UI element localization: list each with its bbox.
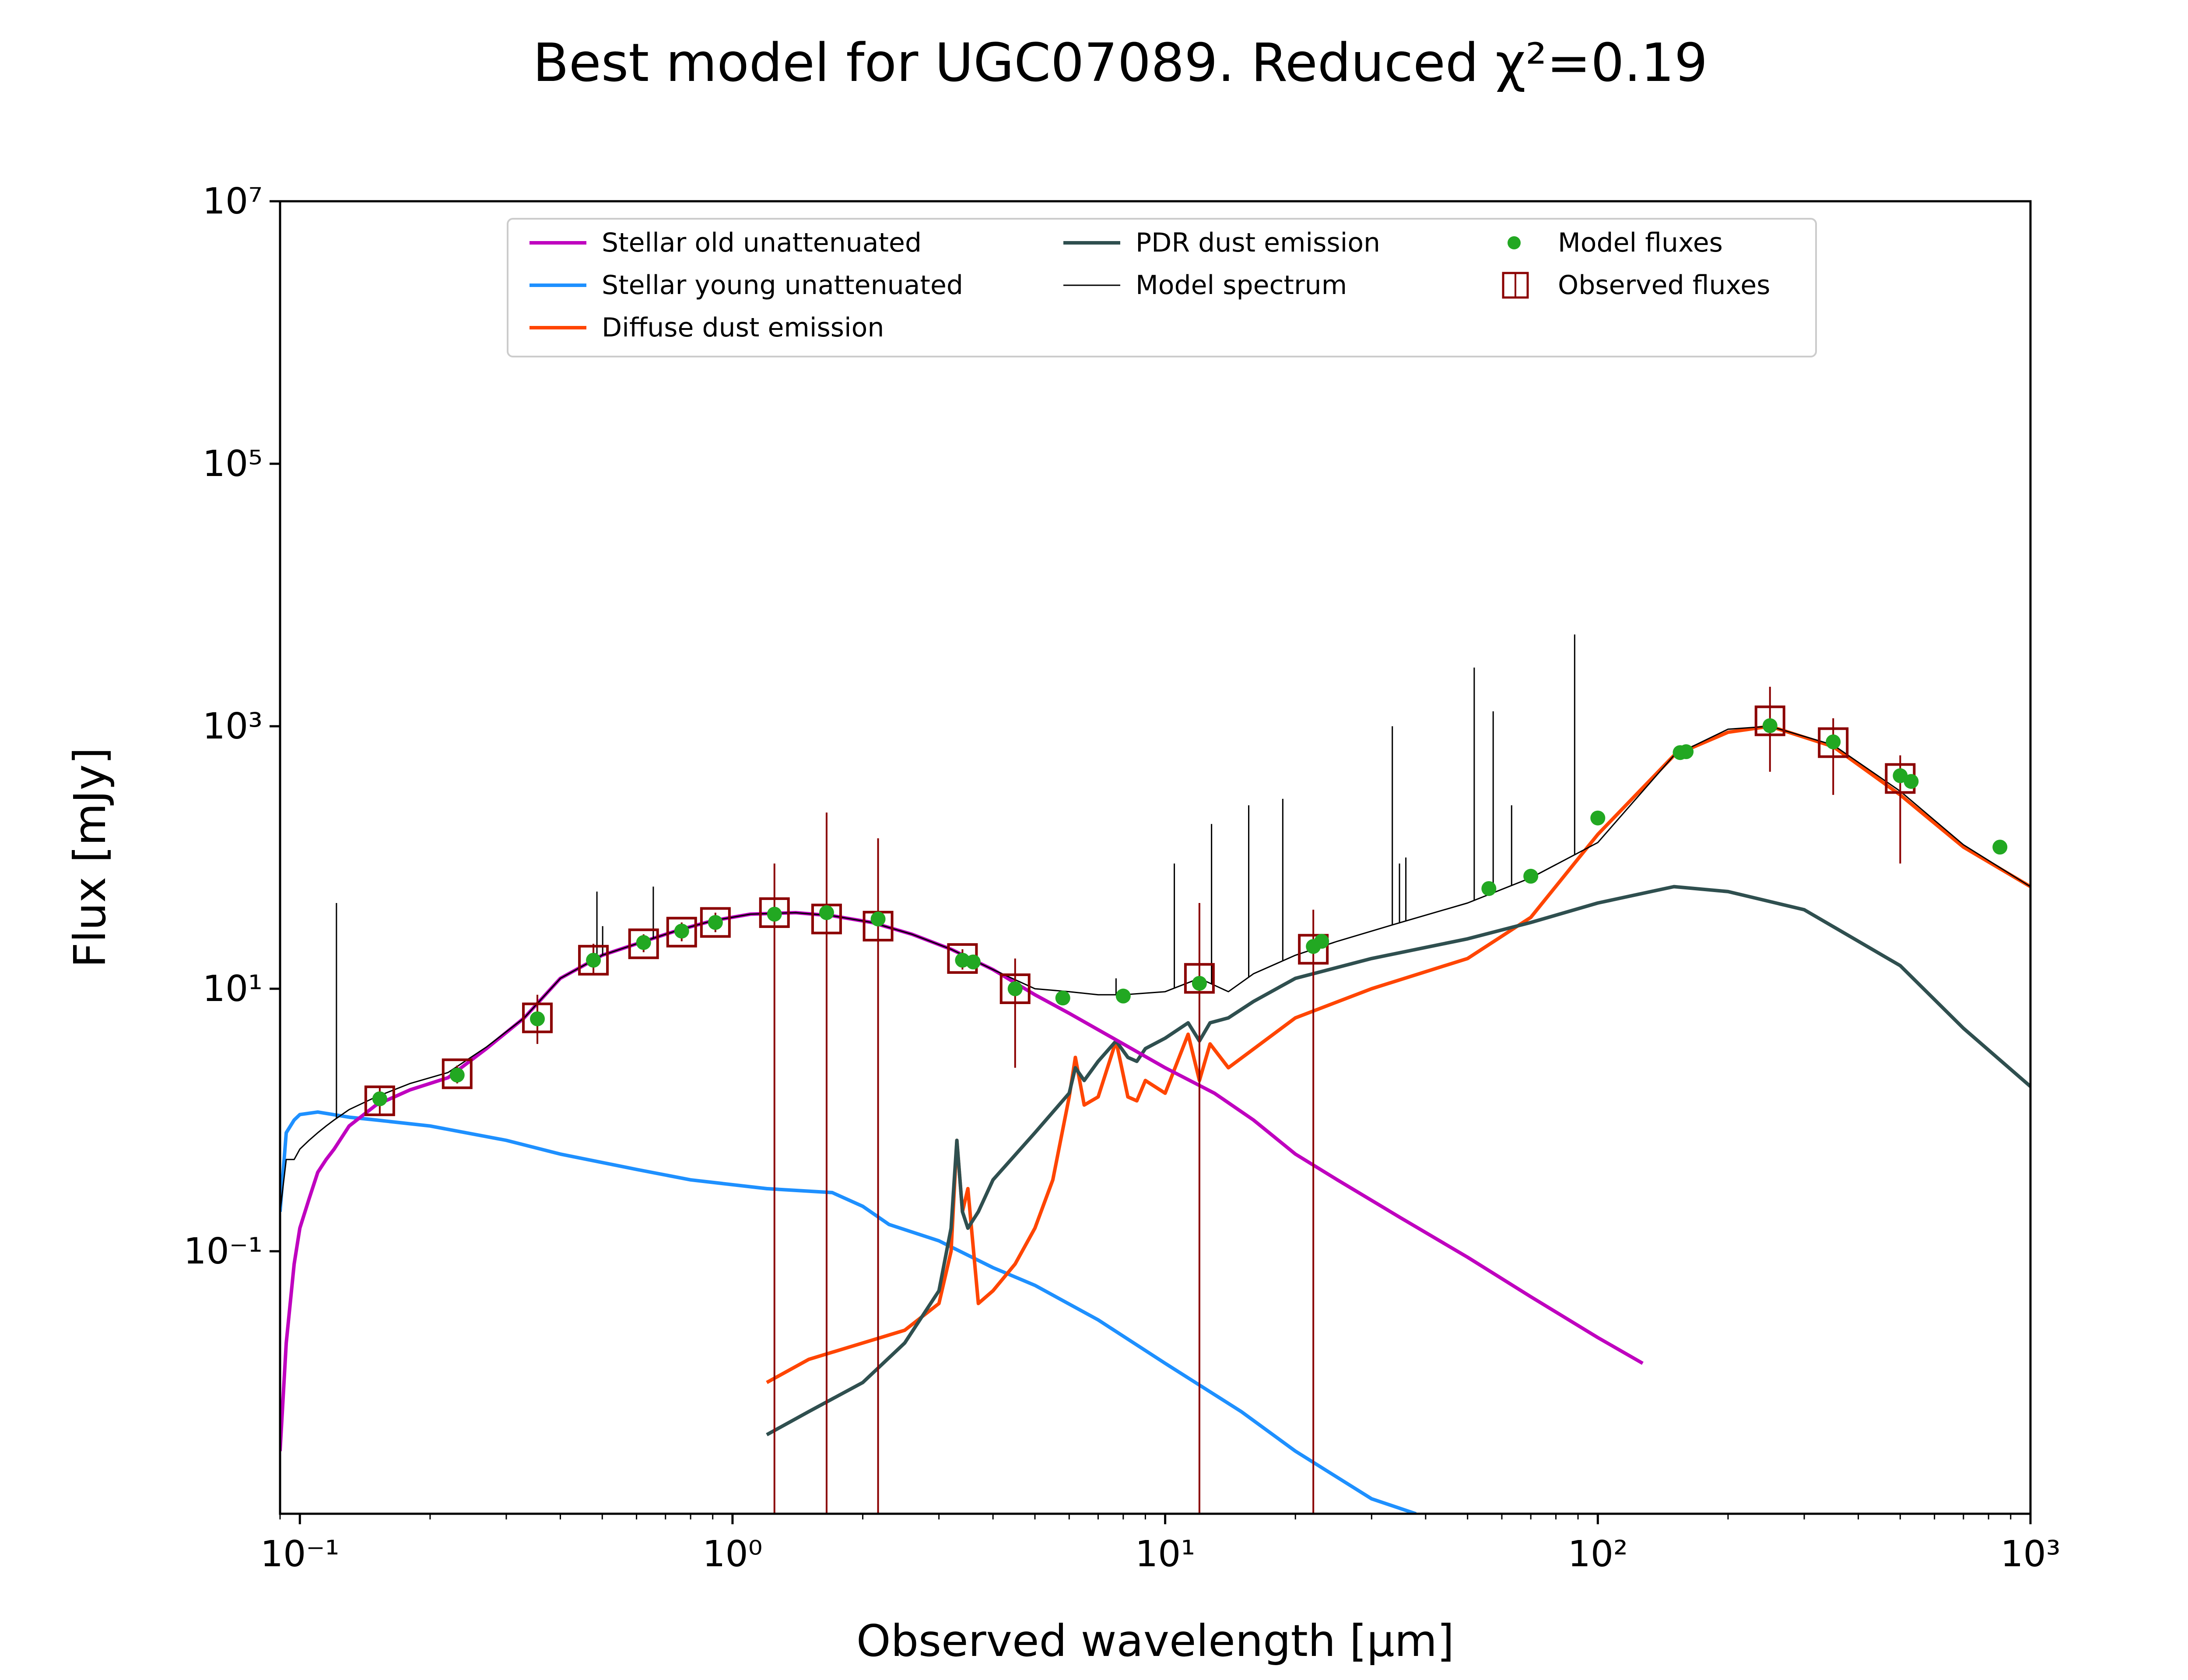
x-tick-label: 10²	[1568, 1533, 1628, 1575]
x-tick-label: 10³	[2000, 1533, 2060, 1575]
series-layer	[280, 634, 2030, 1514]
observed-flux-box	[628, 928, 659, 959]
observed-flux-box	[1754, 705, 1785, 736]
legend-label-stellar-young-unattenuated: Stellar young unattenuated	[602, 270, 963, 301]
model-flux-point	[708, 915, 723, 930]
plot-area: 10⁻¹ 10⁰ 10¹ 10² 10³ 10⁻¹ 10¹ 10³ 10⁵ 10⁷	[184, 181, 2061, 1575]
observed-flux-box	[578, 945, 609, 976]
y-axis-title: Flux [mJy]	[64, 747, 116, 968]
legend-label-observed-fluxes: Observed fluxes	[1558, 270, 1770, 301]
model-flux-point	[767, 906, 782, 922]
observed-flux-box	[522, 1002, 553, 1033]
model-flux-point	[372, 1091, 387, 1106]
observed-flux-box	[364, 1085, 395, 1116]
model-flux-point	[674, 924, 689, 939]
x-axis-ticks: 10⁻¹ 10⁰ 10¹ 10² 10³	[260, 1514, 2061, 1575]
model-flux-point	[1007, 981, 1023, 996]
legend-label-pdr-dust-emission: PDR dust emission	[1136, 228, 1380, 258]
model-flux-point	[965, 954, 981, 970]
chart-title: Best model for UGC07089. Reduced χ²=0.19	[533, 33, 1708, 94]
y-tick-label: 10³	[203, 706, 263, 747]
model-flux-point	[1055, 990, 1070, 1006]
model-flux-point	[1893, 768, 1908, 784]
model-flux-point	[870, 911, 886, 927]
model-flux-point	[586, 952, 601, 968]
series-line-model-spectrum	[280, 725, 2030, 1212]
legend-label-stellar-old-unattenuated: Stellar old unattenuated	[602, 228, 922, 258]
model-flux-point	[1115, 988, 1131, 1004]
legend-items: Stellar old unattenuated Stellar young un…	[529, 228, 1770, 343]
legend-marker-model-fluxes	[1508, 236, 1521, 249]
x-axis-title: Observed wavelength [μm]	[856, 1615, 1454, 1666]
model-flux-point	[530, 1011, 545, 1026]
observed-flux-box	[811, 903, 842, 934]
observed-flux-box	[442, 1058, 473, 1089]
observed-flux-box	[999, 973, 1031, 1004]
model-flux-point	[1590, 810, 1606, 826]
observed-flux-box	[759, 897, 790, 928]
observed-flux-box	[666, 917, 697, 948]
model-flux-point	[1523, 868, 1539, 884]
series-line-pdr-dust-emission	[766, 885, 2030, 1436]
y-tick-label: 10⁵	[203, 443, 263, 485]
model-flux-point	[449, 1068, 465, 1083]
legend-label-model-fluxes: Model fluxes	[1558, 228, 1723, 258]
series-line-stellar-young-unattenuated	[280, 1110, 1417, 1514]
model-flux-point	[1826, 734, 1841, 749]
model-flux-point	[1904, 774, 1919, 789]
points-layer	[364, 686, 2008, 1514]
observed-flux-box	[1298, 934, 1329, 965]
model-flux-point	[1762, 718, 1778, 733]
model-flux-point	[819, 905, 834, 920]
legend-label-diffuse-dust-emission: Diffuse dust emission	[602, 312, 884, 343]
legend-frame	[507, 218, 1817, 357]
model-flux-point	[1992, 840, 2008, 855]
y-tick-label: 10⁻¹	[184, 1231, 263, 1272]
model-flux-point	[1679, 744, 1694, 760]
observed-flux-box	[700, 907, 731, 938]
y-axis-ticks: 10⁻¹ 10¹ 10³ 10⁵ 10⁷	[184, 181, 280, 1272]
x-tick-label: 10⁻¹	[260, 1533, 340, 1575]
x-tick-label: 10⁰	[702, 1533, 762, 1575]
model-flux-point	[1481, 881, 1497, 896]
model-flux-point	[636, 935, 651, 950]
y-tick-label: 10¹	[203, 968, 263, 1010]
y-tick-label: 10⁷	[203, 181, 263, 222]
plot-background	[280, 201, 2030, 1514]
plot-frame	[279, 200, 2032, 1515]
x-tick-label: 10¹	[1135, 1533, 1195, 1575]
model-flux-point	[1314, 934, 1329, 949]
model-flux-point	[1192, 976, 1207, 991]
observed-flux-box	[1818, 727, 1849, 758]
observed-flux-box	[1184, 963, 1215, 994]
legend: Stellar old unattenuated Stellar young un…	[507, 218, 1817, 357]
legend-label-model-spectrum: Model spectrum	[1136, 270, 1347, 301]
